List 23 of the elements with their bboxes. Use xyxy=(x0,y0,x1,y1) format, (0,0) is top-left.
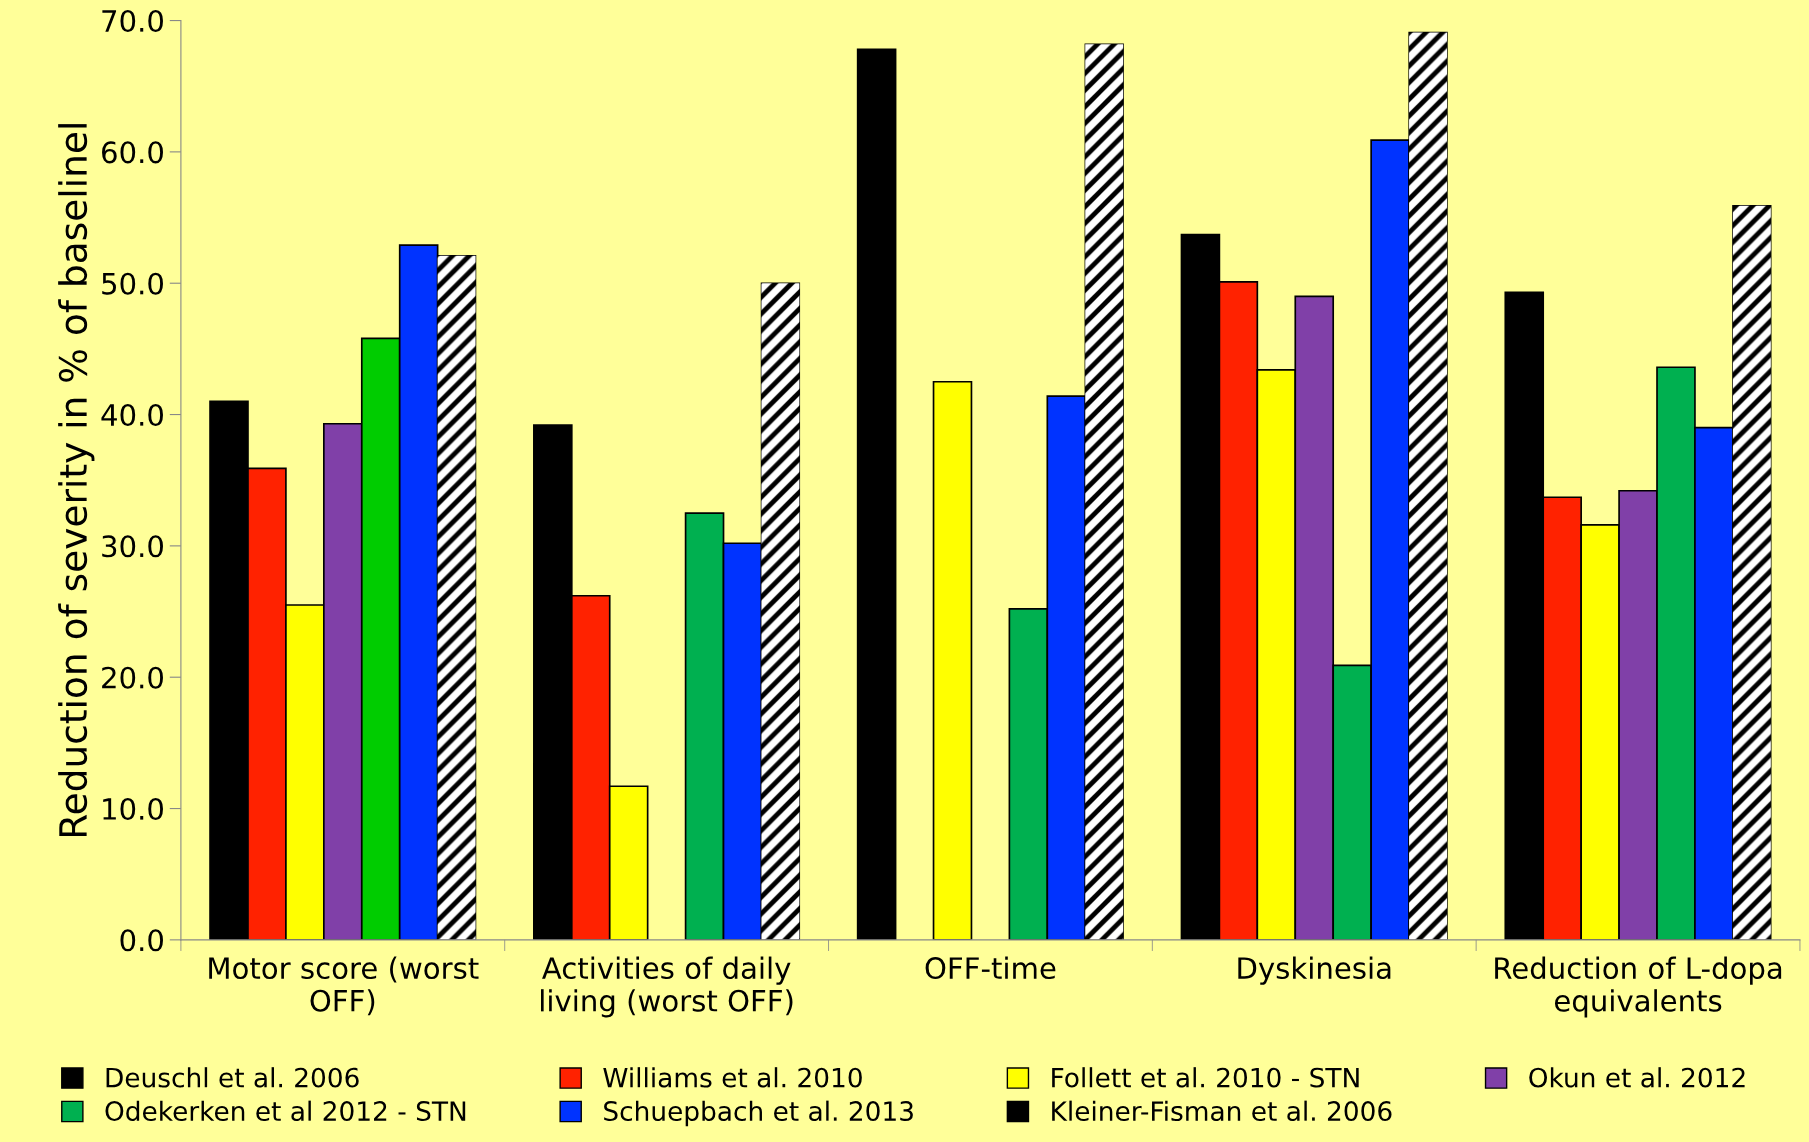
y-tick-label: 0.0 xyxy=(120,929,163,952)
legend-label: Kleiner-Fisman et al. 2006 xyxy=(1052,1100,1392,1122)
legend-label: Odekerken et al 2012 - STN xyxy=(105,1100,466,1122)
y-tick-label: 30.0 xyxy=(102,535,163,558)
y-axis-title: Reduction of severity in % of baselinel xyxy=(58,124,95,837)
legend-label: Follett et al. 2010 - STN xyxy=(1052,1067,1359,1088)
x-tick-label: Dyskinesia xyxy=(1238,956,1391,985)
x-tick-label: Motor score (worst OFF) xyxy=(209,956,479,1016)
y-tick-label: 10.0 xyxy=(103,797,163,821)
y-tick-label: 50.0 xyxy=(102,272,163,295)
y-tick-label: 20.0 xyxy=(102,666,163,689)
legend-label: Williams et al. 2010 xyxy=(603,1067,862,1088)
legend-label: Deuschl et al. 2006 xyxy=(106,1067,359,1088)
x-tick-label: OFF-time xyxy=(925,956,1056,980)
y-tick-label: 60.0 xyxy=(102,141,163,164)
y-tick-label: 40.0 xyxy=(101,403,163,427)
bar xyxy=(932,380,973,940)
y-tick-label: 70.0 xyxy=(102,9,163,33)
legend-label: Okun et al. 2012 xyxy=(1529,1067,1745,1088)
bar xyxy=(856,48,897,940)
x-tick-label: Activities of daily living (worst OFF) xyxy=(541,956,793,1018)
x-tick-label: Reduction of L-dopa equivalents xyxy=(1495,956,1782,1018)
legend-label: Schuepbach et al. 2013 xyxy=(604,1100,913,1127)
